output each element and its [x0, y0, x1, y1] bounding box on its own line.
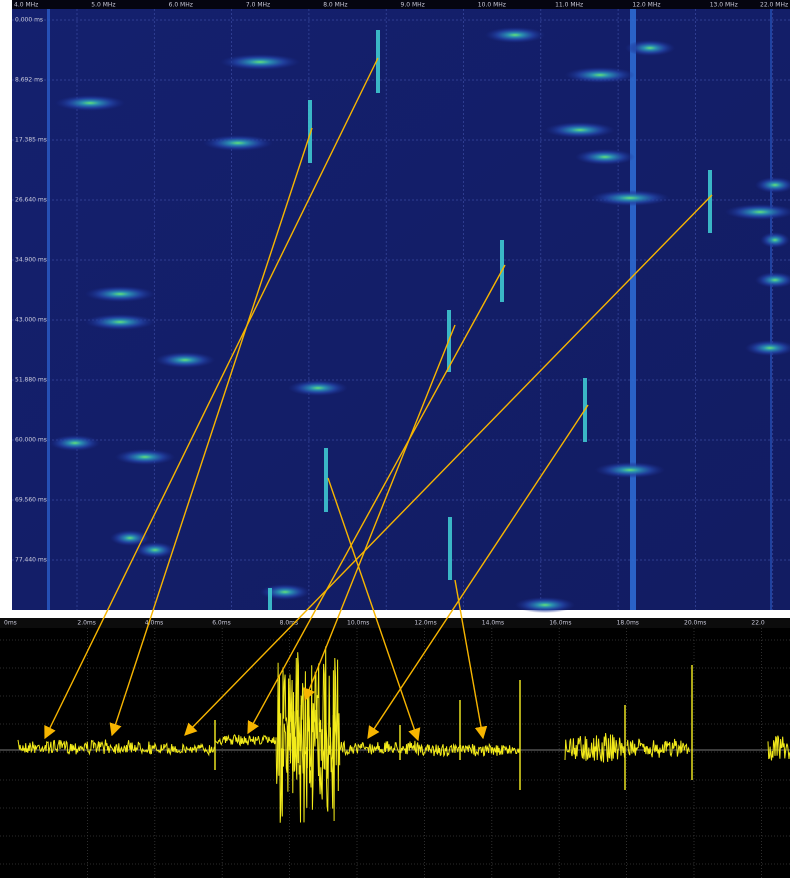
freq-label: 12.0 MHz	[632, 2, 660, 9]
time-label: 18.0ms	[617, 620, 639, 627]
signal-burst	[515, 597, 575, 613]
freq-label: 6.0 MHz	[169, 2, 193, 9]
time-label: 22.0	[751, 620, 765, 627]
time-label: 17.385 ms	[15, 137, 47, 144]
signal-burst	[595, 462, 665, 478]
time-label: 6.0ms	[212, 620, 231, 627]
freq-label: 13.0 MHz	[710, 2, 738, 9]
signal-burst	[135, 542, 175, 558]
time-label: 2.0ms	[77, 620, 96, 627]
chirp	[448, 517, 452, 580]
signal-burst	[260, 584, 310, 600]
time-label: 0.000 ms	[15, 17, 43, 24]
chirp	[268, 588, 272, 610]
time-label: 10.0ms	[347, 620, 369, 627]
freq-label: 22.0 MHz	[760, 2, 788, 9]
signal-burst	[220, 54, 300, 70]
signal-burst	[288, 380, 348, 396]
time-label: 60.000 ms	[15, 437, 47, 444]
signal-burst	[760, 232, 790, 248]
signal-burst	[50, 435, 100, 451]
carrier-line	[770, 9, 772, 610]
time-label: 16.0ms	[549, 620, 571, 627]
time-label: 8.692 ms	[15, 77, 43, 84]
time-label: 26.640 ms	[15, 197, 47, 204]
signal-burst	[55, 95, 125, 111]
freq-label: 11.0 MHz	[555, 2, 583, 9]
freq-label: 7.0 MHz	[246, 2, 270, 9]
time-label: 51.880 ms	[15, 377, 47, 384]
time-label: 69.560 ms	[15, 497, 47, 504]
time-label: 8.0ms	[280, 620, 299, 627]
signal-burst	[115, 449, 175, 465]
time-label: 14.0ms	[482, 620, 504, 627]
time-axis-bar	[0, 618, 790, 628]
screenshot: 4.0 MHz 5.0 MHz 6.0 MHz 7.0 MHz 8.0 MHz 9.0 M…	[0, 0, 790, 878]
signal-burst	[485, 27, 545, 43]
signal-burst	[203, 135, 273, 151]
time-label: 43.000 ms	[15, 317, 47, 324]
freq-label: 4.0 MHz	[14, 2, 38, 9]
signal-burst	[590, 190, 670, 206]
spectrogram	[12, 0, 790, 610]
signal-burst	[565, 67, 635, 83]
time-label: 12.0ms	[414, 620, 436, 627]
signal-burst	[575, 149, 635, 165]
chirp	[324, 448, 328, 512]
carrier-line	[47, 9, 50, 610]
time-label: 34.900 ms	[15, 257, 47, 264]
signal-burst	[85, 286, 155, 302]
carrier-line	[630, 9, 636, 610]
freq-label: 5.0 MHz	[91, 2, 115, 9]
signal-burst	[85, 314, 155, 330]
signal-burst	[155, 352, 215, 368]
time-label: 77.440 ms	[15, 557, 47, 564]
freq-label: 10.0 MHz	[478, 2, 506, 9]
time-label: 20.0ms	[684, 620, 706, 627]
freq-label: 8.0 MHz	[323, 2, 347, 9]
time-label: 0ms	[4, 620, 17, 627]
freq-label: 9.0 MHz	[401, 2, 425, 9]
signal-burst	[545, 122, 615, 138]
chirp	[708, 170, 712, 233]
signal-burst	[625, 40, 675, 56]
